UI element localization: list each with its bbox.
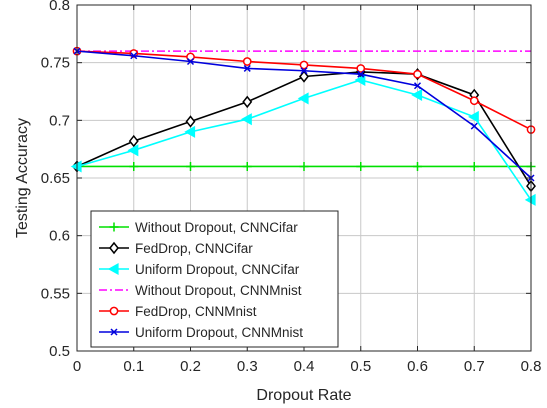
data-point-x-marker	[186, 57, 195, 66]
x-tick-label: 0.3	[237, 358, 258, 375]
data-point-diamond-marker	[109, 241, 119, 255]
x-tick-label: 0.6	[407, 358, 428, 375]
data-point-plus-marker	[129, 161, 139, 171]
data-point-plus-marker	[299, 161, 309, 171]
data-point-triangle-marker	[107, 262, 119, 276]
data-point-plus-marker	[356, 161, 366, 171]
x-tick-label: 0.7	[464, 358, 485, 375]
y-tick-label: 0.7	[49, 112, 70, 129]
axis-ticks: 0 0.1 0.2 0.3 0.4 0.5 0.6 0.7 0.8 0.5 0.55 0.6 0.65 0…	[41, 0, 542, 375]
data-point-x-marker	[300, 67, 308, 75]
x-tick-label: 0.2	[180, 358, 201, 375]
data-point-plus-marker	[242, 161, 252, 171]
data-point-triangle-marker	[411, 88, 423, 101]
y-axis-label: Testing Accuracy	[14, 118, 31, 238]
data-point-circle-marker	[109, 306, 119, 316]
data-point-triangle-marker	[354, 73, 366, 86]
data-point-x-marker	[357, 70, 365, 78]
data-point-x-marker	[470, 122, 478, 130]
legend-label: Uniform Dropout, CNNMnist	[135, 325, 303, 340]
y-tick-label: 0.75	[41, 55, 70, 72]
x-tick-label: 0.1	[123, 358, 144, 375]
data-point-diamond-marker	[185, 115, 196, 128]
data-point-x-marker	[110, 328, 118, 336]
data-point-x-marker	[413, 82, 422, 90]
legend-label: Without Dropout, CNNCifar	[135, 220, 298, 235]
x-axis-label: Dropout Rate	[256, 387, 351, 404]
legend-label: FedDrop, CNNCifar	[135, 241, 253, 256]
y-tick-label: 0.55	[41, 285, 70, 302]
x-tick-label: 0.5	[350, 358, 371, 375]
x-tick-label: 0	[73, 358, 81, 375]
data-point-diamond-marker	[299, 70, 309, 83]
data-point-triangle-marker	[468, 110, 479, 123]
data-point-triangle-marker	[297, 92, 309, 105]
data-point-plus-marker	[469, 161, 479, 171]
data-point-triangle-marker	[184, 125, 196, 138]
data-point-diamond-marker	[242, 95, 253, 109]
y-tick-label: 0.8	[49, 0, 70, 14]
x-tick-label: 0.8	[521, 358, 542, 375]
data-point-plus-marker	[413, 161, 422, 171]
data-point-x-marker	[130, 52, 138, 60]
data-point-triangle-marker	[127, 144, 139, 157]
data-point-x-marker	[243, 64, 251, 72]
data-point-triangle-marker	[241, 113, 252, 126]
data-point-circle-marker	[299, 60, 309, 70]
data-point-plus-marker	[186, 161, 195, 171]
legend-label: Uniform Dropout, CNNCifar	[135, 262, 300, 277]
legend-box	[90, 210, 339, 348]
data-point-diamond-marker	[128, 134, 139, 148]
legend: Without Dropout, CNNCifar FedDrop, CNNCif…	[90, 210, 339, 348]
data-point-circle-marker	[413, 69, 422, 79]
legend-label: FedDrop, CNNMnist	[135, 304, 257, 319]
series-6	[73, 47, 535, 182]
y-tick-label: 0.65	[41, 170, 70, 187]
data-point-circle-marker	[242, 57, 252, 66]
data-point-circle-marker	[469, 96, 479, 106]
data-point-plus-marker	[109, 222, 119, 232]
data-point-circle-marker	[356, 64, 366, 73]
x-tick-label: 0.4	[294, 358, 315, 375]
y-tick-label: 0.6	[49, 228, 70, 245]
legend-label: Without Dropout, CNNMnist	[135, 283, 302, 298]
y-tick-label: 0.5	[49, 343, 70, 360]
